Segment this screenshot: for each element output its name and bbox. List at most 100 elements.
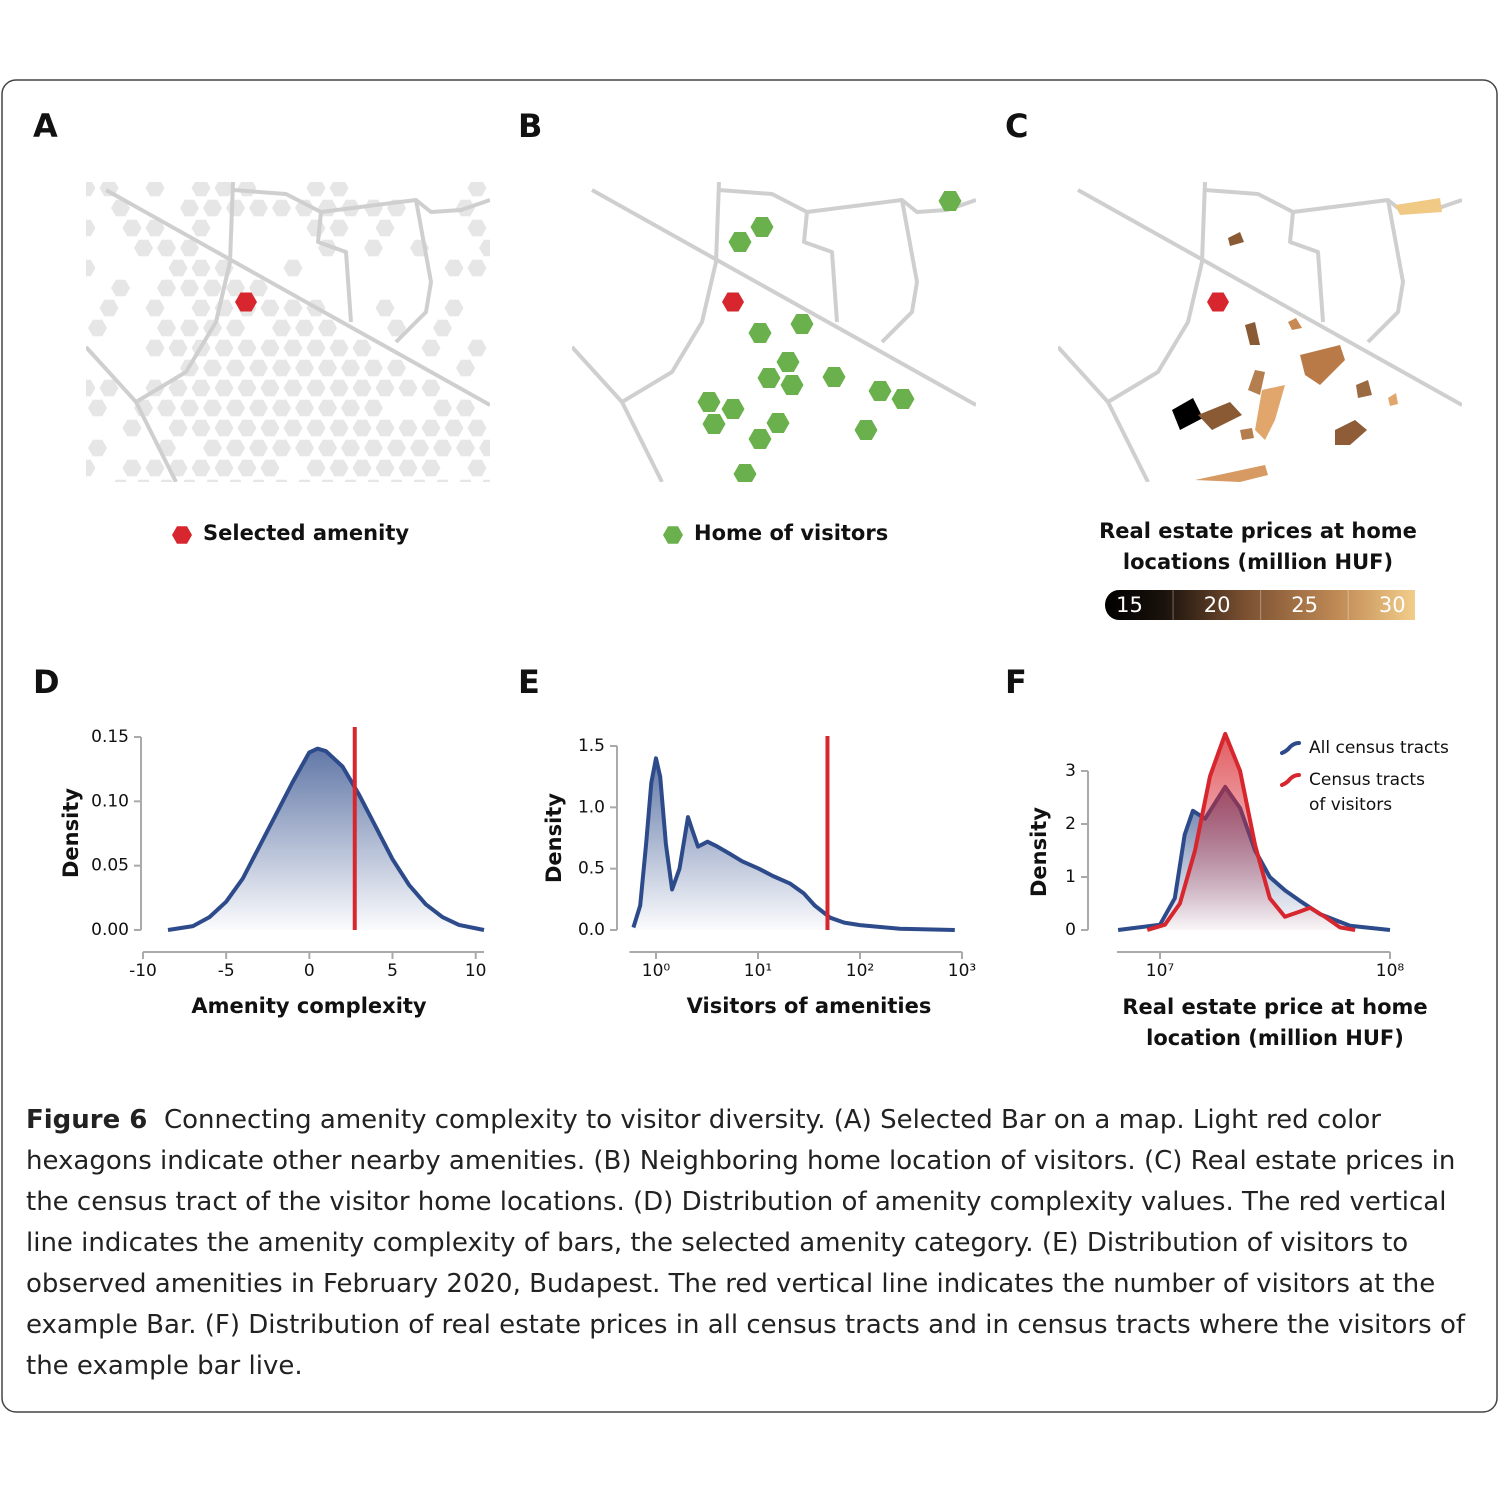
road <box>1077 188 1462 407</box>
amenity-hex <box>86 259 96 277</box>
legend-label: Census tracts of visitors <box>1309 770 1425 815</box>
amenity-hex <box>421 379 441 397</box>
amenity-hex <box>226 199 245 217</box>
caption-text: Connecting amenity complexity to visitor… <box>26 1105 1466 1381</box>
amenity-hex <box>122 419 142 437</box>
amenity-hex <box>456 439 475 457</box>
visitor-home <box>766 413 790 433</box>
visitor-home <box>697 392 721 412</box>
amenity-hex <box>272 319 291 337</box>
x-tick-label: -5 <box>218 961 235 981</box>
map-legend: Home of visitors <box>694 521 888 545</box>
amenity-hex <box>502 240 521 256</box>
amenity-hex <box>145 219 165 237</box>
amenity-hex <box>168 419 188 437</box>
amenity-hex <box>298 479 311 482</box>
amenity-hex <box>272 399 291 417</box>
amenity-hex <box>145 339 165 357</box>
amenity-hex <box>491 380 510 396</box>
road <box>232 188 490 214</box>
map-legend: Selected amenity <box>203 521 409 545</box>
amenity-hex <box>364 439 383 457</box>
price-tract <box>1198 402 1242 430</box>
amenity-hex <box>459 479 472 482</box>
amenity-hex <box>191 459 211 477</box>
amenity-hex <box>306 339 326 357</box>
price-tract <box>1300 345 1345 385</box>
amenity-hex <box>329 379 349 397</box>
amenity-hex <box>111 279 130 297</box>
amenity-hex <box>341 399 360 417</box>
amenity-hex <box>467 339 487 357</box>
price-tract <box>1228 232 1244 246</box>
amenity-hex <box>191 219 211 237</box>
amenity-hex <box>168 379 188 397</box>
amenity-hex <box>157 319 176 337</box>
amenity-hex <box>86 459 96 477</box>
density-line <box>1146 731 1356 932</box>
amenity-hex <box>237 379 257 397</box>
y-tick-label: 1.5 <box>578 736 605 756</box>
y-tick-label: 1 <box>1065 867 1076 887</box>
amenity-hex <box>502 360 521 376</box>
amenity-hex <box>306 379 326 397</box>
amenity-hex <box>160 479 173 482</box>
amenity-hex <box>145 299 165 317</box>
amenity-hex <box>260 339 280 357</box>
amenity-hex <box>99 379 119 397</box>
amenity-hex <box>375 299 395 317</box>
x-tick-label: 5 <box>387 961 398 981</box>
amenity-hex <box>249 439 268 457</box>
road <box>718 188 976 214</box>
amenity-hex <box>203 399 222 417</box>
amenity-hex <box>145 459 165 477</box>
amenity-hex <box>226 439 245 457</box>
price-tract <box>1172 398 1203 430</box>
price-tract <box>1395 198 1442 215</box>
amenity-hex <box>283 339 303 357</box>
amenity-hex <box>191 419 211 437</box>
amenity-hex <box>375 459 395 477</box>
amenity-hex <box>275 479 288 482</box>
amenity-hex <box>134 239 153 257</box>
amenity-hex <box>387 439 406 457</box>
visitor-home <box>750 217 774 237</box>
road <box>134 182 235 404</box>
amenity-hex <box>111 199 130 217</box>
road <box>802 211 839 323</box>
y-tick-label: 2 <box>1065 814 1076 834</box>
amenity-hex <box>137 479 150 482</box>
amenity-hex <box>444 259 464 277</box>
amenity-hex <box>114 479 127 482</box>
amenity-hex <box>180 319 199 337</box>
amenity-hex <box>444 299 464 317</box>
caption-label: Figure 6 <box>26 1105 148 1135</box>
amenity-hex <box>387 359 406 377</box>
amenity-hex <box>203 199 222 217</box>
amenity-hex <box>413 479 426 482</box>
price-tract <box>1240 428 1254 440</box>
amenity-hex <box>191 259 211 277</box>
visitor-home <box>891 389 915 409</box>
amenity-hex <box>502 440 521 456</box>
amenity-hex <box>341 439 360 457</box>
road <box>1058 345 1150 482</box>
panel-label: D <box>33 663 60 701</box>
panel-label: E <box>518 663 540 701</box>
amenity-hex <box>467 182 487 197</box>
amenity-hex <box>168 339 188 357</box>
amenity-hex <box>283 259 303 277</box>
amenity-hex <box>398 459 418 477</box>
amenity-hex <box>180 199 199 217</box>
amenity-hex <box>352 339 372 357</box>
amenity-hex <box>86 379 96 397</box>
amenity-hex <box>249 399 268 417</box>
amenity-hex <box>214 459 234 477</box>
selected-amenity <box>1207 292 1229 312</box>
colorbar-tick-label: 30 <box>1379 593 1406 617</box>
visitor-home <box>721 399 745 419</box>
amenity-hex <box>183 479 196 482</box>
y-tick-label: 0.5 <box>578 859 605 879</box>
amenity-hex <box>387 319 406 337</box>
